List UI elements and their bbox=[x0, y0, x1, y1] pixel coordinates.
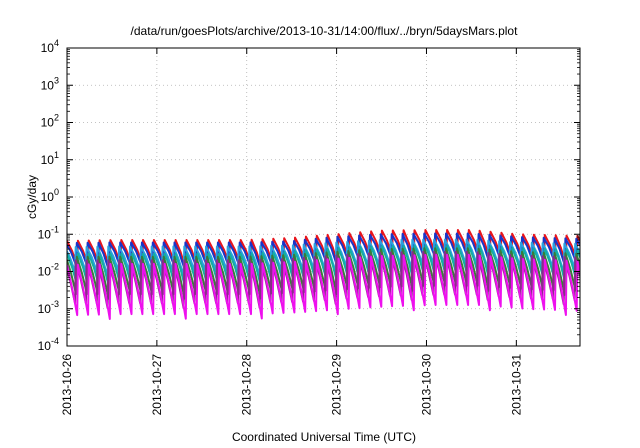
x-tick-label: 2013-10-26 bbox=[60, 354, 74, 416]
y-tick-label: 10-1 bbox=[38, 224, 59, 241]
x-tick-label: 2013-10-28 bbox=[240, 354, 254, 416]
y-tick-label: 100 bbox=[41, 187, 59, 204]
y-tick-label: 102 bbox=[41, 113, 59, 130]
y-tick-label: 10-4 bbox=[38, 336, 59, 353]
x-tick-label: 2013-10-29 bbox=[330, 354, 344, 416]
grid bbox=[67, 48, 580, 346]
x-axis-label: Coordinated Universal Time (UTC) bbox=[232, 430, 416, 444]
y-tick-label: 10-2 bbox=[38, 262, 59, 279]
y-tick-label: 103 bbox=[41, 75, 59, 92]
y-tick-label: 101 bbox=[41, 150, 59, 167]
y-tick-label: 10-3 bbox=[38, 299, 59, 316]
x-tick-label: 2013-10-30 bbox=[419, 354, 433, 416]
plot-area bbox=[67, 229, 580, 320]
x-tick-label: 2013-10-27 bbox=[150, 354, 164, 416]
y-tick-label: 104 bbox=[41, 38, 59, 55]
series-lines bbox=[67, 229, 580, 320]
y-axis-label: cGy/day bbox=[25, 175, 39, 219]
series-line bbox=[67, 253, 580, 320]
chart-title: /data/run/goesPlots/archive/2013-10-31/1… bbox=[131, 24, 519, 38]
y-axis: 10-4 10-3 10-2 10-1 100 101 102 103 104 bbox=[38, 38, 580, 353]
x-tick-label: 2013-10-31 bbox=[509, 354, 523, 416]
x-axis: 2013-10-26 2013-10-27 2013-10-28 2013-10-29… bbox=[60, 48, 523, 415]
